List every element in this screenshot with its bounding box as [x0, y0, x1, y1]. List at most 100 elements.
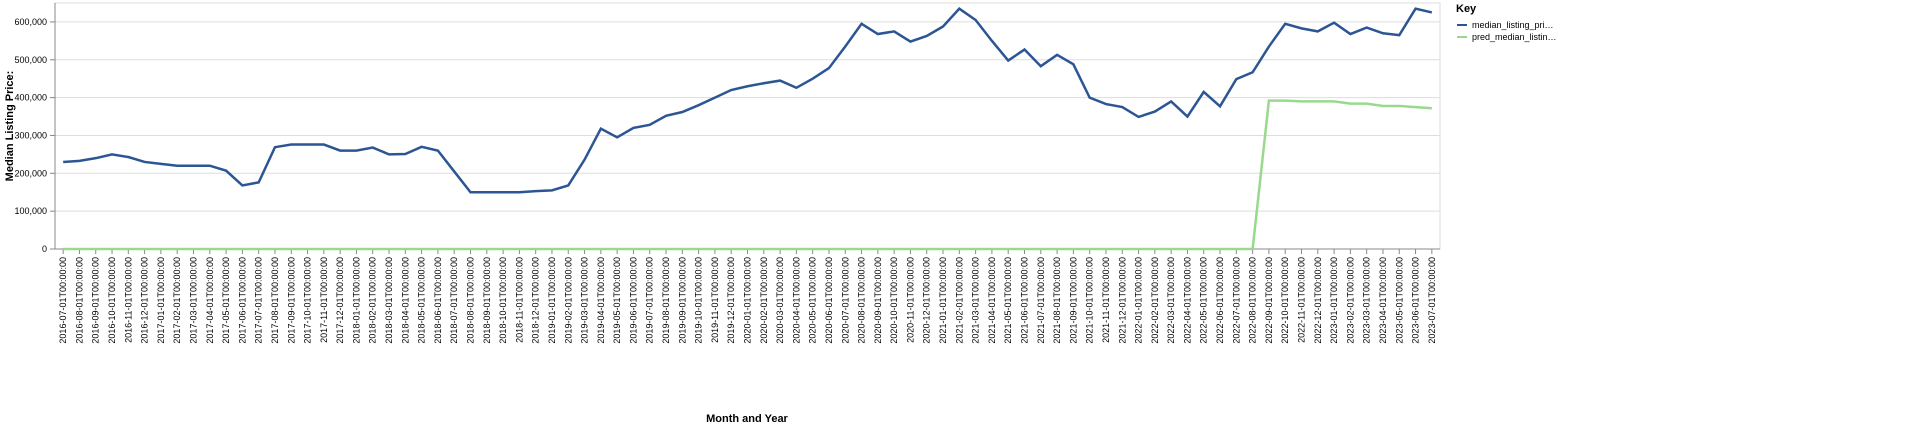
y-tick-label: 200,000	[14, 168, 47, 178]
x-tick-label: 2019-04-01T00:00:00	[596, 257, 606, 344]
x-tick-label: 2021-08-01T00:00:00	[1052, 257, 1062, 344]
x-tick-label: 2016-10-01T00:00:00	[107, 257, 117, 344]
x-tick-label: 2018-11-01T00:00:00	[514, 257, 524, 343]
x-tick-label: 2017-02-01T00:00:00	[172, 257, 182, 344]
x-tick-label: 2019-12-01T00:00:00	[726, 257, 736, 344]
x-tick-label: 2019-05-01T00:00:00	[612, 257, 622, 344]
x-tick-label: 2022-09-01T00:00:00	[1264, 257, 1274, 344]
x-tick-label: 2018-05-01T00:00:00	[417, 257, 427, 344]
x-tick-label: 2016-11-01T00:00:00	[123, 257, 133, 343]
x-tick-label: 2017-07-01T00:00:00	[254, 257, 264, 344]
x-tick-label: 2021-10-01T00:00:00	[1085, 257, 1095, 344]
x-tick-label: 2022-07-01T00:00:00	[1231, 257, 1241, 344]
x-tick-label: 2022-08-01T00:00:00	[1248, 257, 1258, 344]
legend-label: median_listing_pri…	[1472, 20, 1554, 30]
x-tick-label: 2017-05-01T00:00:00	[221, 257, 231, 344]
x-axis-title: Month and Year	[706, 413, 788, 425]
x-tick-label: 2020-07-01T00:00:00	[840, 257, 850, 344]
x-tick-label: 2019-07-01T00:00:00	[645, 257, 655, 344]
x-tick-label: 2017-12-01T00:00:00	[335, 257, 345, 344]
x-tick-label: 2023-01-01T00:00:00	[1329, 257, 1339, 344]
x-tick-label: 2018-08-01T00:00:00	[466, 257, 476, 344]
legend-title: Key	[1456, 3, 1477, 15]
series-line	[63, 7, 1433, 194]
x-tick-label: 2018-01-01T00:00:00	[351, 257, 361, 344]
x-tick-label: 2021-07-01T00:00:00	[1036, 257, 1046, 344]
x-tick-label: 2018-07-01T00:00:00	[449, 257, 459, 344]
x-tick-label: 2019-09-01T00:00:00	[677, 257, 687, 344]
x-tick-label: 2022-11-01T00:00:00	[1297, 257, 1307, 343]
x-tick-label: 2020-05-01T00:00:00	[808, 257, 818, 344]
x-tick-label: 2017-11-01T00:00:00	[319, 257, 329, 343]
legend-label: pred_median_listin…	[1472, 32, 1557, 42]
x-tick-label: 2022-02-01T00:00:00	[1150, 257, 1160, 344]
x-tick-label: 2017-09-01T00:00:00	[286, 257, 296, 344]
x-tick-label: 2020-11-01T00:00:00	[905, 257, 915, 343]
x-tick-label: 2020-03-01T00:00:00	[775, 257, 785, 344]
x-tick-label: 2018-12-01T00:00:00	[531, 257, 541, 344]
x-tick-label: 2022-05-01T00:00:00	[1199, 257, 1209, 344]
x-tick-label: 2023-06-01T00:00:00	[1411, 257, 1421, 344]
x-tick-label: 2017-01-01T00:00:00	[156, 257, 166, 344]
x-tick-label: 2020-02-01T00:00:00	[759, 257, 769, 344]
y-tick-label: 400,000	[14, 93, 47, 103]
y-tick-label: 100,000	[14, 206, 47, 216]
x-tick-label: 2016-08-01T00:00:00	[74, 257, 84, 344]
x-tick-label: 2018-04-01T00:00:00	[400, 257, 410, 344]
x-tick-label: 2021-11-01T00:00:00	[1101, 257, 1111, 343]
x-tick-label: 2020-01-01T00:00:00	[743, 257, 753, 344]
x-tick-label: 2021-06-01T00:00:00	[1020, 257, 1030, 344]
x-tick-label: 2020-04-01T00:00:00	[791, 257, 801, 344]
plot-frame	[54, 2, 1441, 250]
x-tick-label: 2019-08-01T00:00:00	[661, 257, 671, 344]
y-tick-label: 500,000	[14, 55, 47, 65]
y-tick-label: 0	[42, 244, 47, 254]
x-tick-label: 2019-06-01T00:00:00	[628, 257, 638, 344]
y-tick-label: 600,000	[14, 17, 47, 27]
x-tick-label: 2019-03-01T00:00:00	[580, 257, 590, 344]
x-tick-label: 2019-10-01T00:00:00	[694, 257, 704, 344]
x-tick-label: 2022-10-01T00:00:00	[1280, 257, 1290, 344]
y-axis-title: Median Listing Price:	[4, 71, 16, 182]
x-tick-label: 2023-03-01T00:00:00	[1362, 257, 1372, 344]
x-tick-label: 2021-05-01T00:00:00	[1003, 257, 1013, 344]
x-tick-label: 2018-06-01T00:00:00	[433, 257, 443, 344]
y-tick-label: 300,000	[14, 130, 47, 140]
x-tick-label: 2016-12-01T00:00:00	[140, 257, 150, 344]
x-tick-label: 2017-06-01T00:00:00	[237, 257, 247, 344]
x-tick-label: 2021-12-01T00:00:00	[1117, 257, 1127, 344]
x-tick-label: 2016-07-01T00:00:00	[58, 257, 68, 344]
x-tick-label: 2023-02-01T00:00:00	[1345, 257, 1355, 344]
x-tick-label: 2022-12-01T00:00:00	[1313, 257, 1323, 344]
x-tick-label: 2019-01-01T00:00:00	[547, 257, 557, 344]
x-tick-label: 2020-10-01T00:00:00	[889, 257, 899, 344]
x-tick-label: 2019-11-01T00:00:00	[710, 257, 720, 343]
x-tick-label: 2016-09-01T00:00:00	[91, 257, 101, 344]
x-tick-label: 2021-01-01T00:00:00	[938, 257, 948, 344]
x-tick-label: 2022-03-01T00:00:00	[1166, 257, 1176, 344]
x-tick-label: 2023-04-01T00:00:00	[1378, 257, 1388, 344]
x-tick-label: 2023-05-01T00:00:00	[1394, 257, 1404, 344]
x-tick-label: 2018-10-01T00:00:00	[498, 257, 508, 344]
x-tick-label: 2017-04-01T00:00:00	[205, 257, 215, 344]
x-tick-label: 2020-08-01T00:00:00	[857, 257, 867, 344]
x-tick-label: 2023-07-01T00:00:00	[1427, 257, 1437, 344]
x-tick-label: 2021-04-01T00:00:00	[987, 257, 997, 344]
x-tick-label: 2021-03-01T00:00:00	[971, 257, 981, 344]
x-tick-label: 2022-01-01T00:00:00	[1134, 257, 1144, 344]
x-tick-label: 2021-02-01T00:00:00	[954, 257, 964, 344]
x-tick-label: 2020-06-01T00:00:00	[824, 257, 834, 344]
x-tick-label: 2017-10-01T00:00:00	[303, 257, 313, 344]
x-tick-label: 2018-09-01T00:00:00	[482, 257, 492, 344]
x-tick-label: 2020-12-01T00:00:00	[922, 257, 932, 344]
x-tick-label: 2017-03-01T00:00:00	[189, 257, 199, 344]
x-tick-label: 2022-04-01T00:00:00	[1182, 257, 1192, 344]
x-tick-label: 2019-02-01T00:00:00	[563, 257, 573, 344]
x-tick-label: 2018-03-01T00:00:00	[384, 257, 394, 344]
x-tick-label: 2017-08-01T00:00:00	[270, 257, 280, 344]
x-tick-label: 2018-02-01T00:00:00	[368, 257, 378, 344]
series-line	[63, 99, 1432, 251]
x-tick-label: 2022-06-01T00:00:00	[1215, 257, 1225, 344]
x-tick-label: 2021-09-01T00:00:00	[1068, 257, 1078, 344]
